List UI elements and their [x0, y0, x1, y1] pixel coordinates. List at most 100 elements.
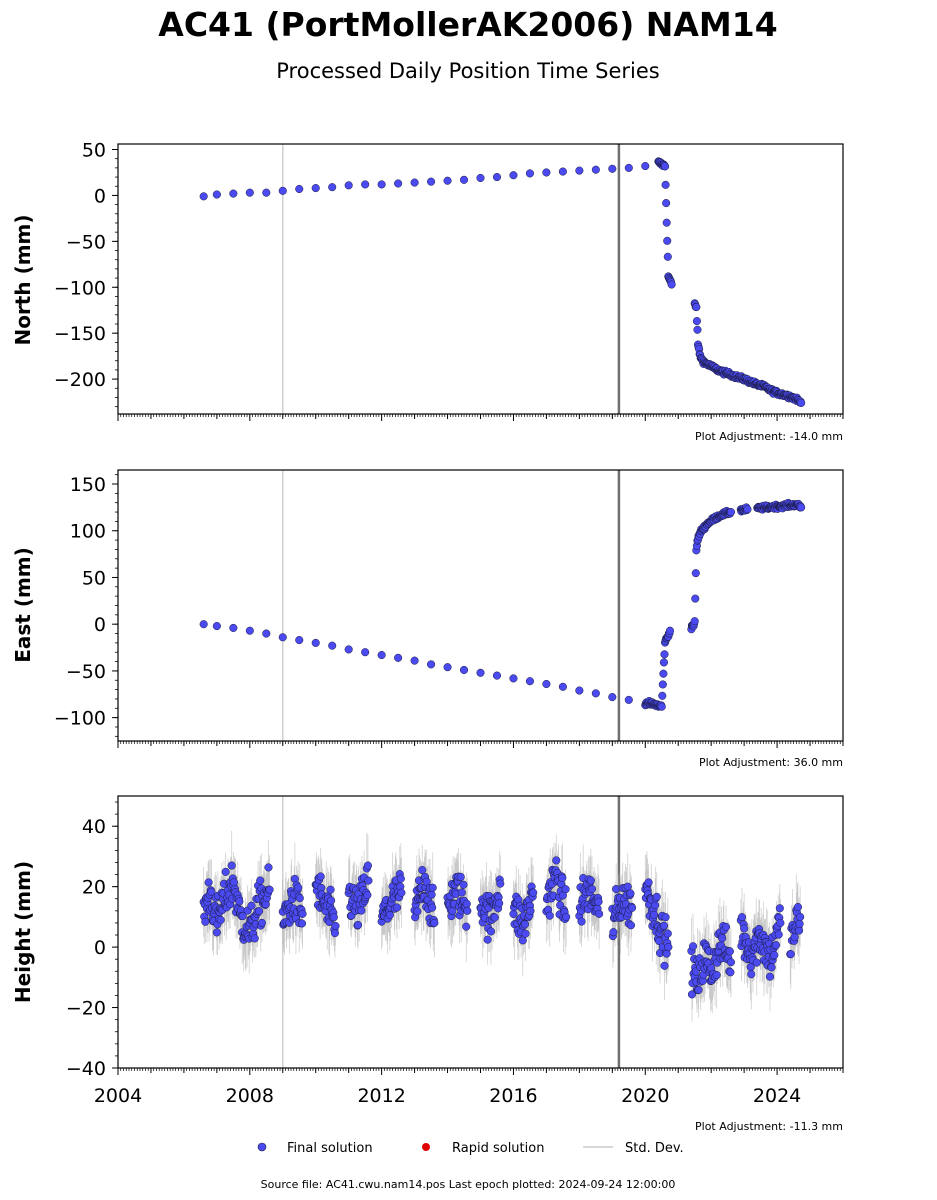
data-point [265, 885, 274, 894]
data-point [329, 913, 338, 922]
plot-adjustment-note: Plot Adjustment: 36.0 mm [699, 756, 843, 769]
data-point [659, 921, 668, 930]
data-point [509, 171, 518, 180]
data-point [624, 163, 633, 172]
data-point [245, 626, 254, 635]
x-tick-label: 2024 [753, 1085, 801, 1107]
data-point [690, 617, 699, 626]
data-point [660, 650, 669, 659]
legend-final-label: Final solution [287, 1141, 373, 1156]
y-tick-label: −20 [66, 998, 106, 1020]
data-point [427, 177, 436, 186]
y-tick-label: −50 [66, 661, 106, 683]
source-note: Source file: AC41.cwu.nam14.pos Last epo… [261, 1178, 676, 1191]
data-point [594, 897, 603, 906]
data-point [264, 863, 273, 872]
data-point [410, 178, 419, 187]
data-point [692, 317, 701, 326]
y-tick-label: 50 [82, 140, 106, 162]
data-point [663, 929, 672, 938]
data-point [520, 920, 530, 929]
data-point [364, 876, 373, 885]
data-point [509, 674, 518, 683]
data-point [262, 629, 271, 638]
data-point [662, 199, 671, 208]
data-point [459, 665, 469, 675]
data-point [664, 943, 673, 952]
data-point [661, 913, 670, 922]
data-point [459, 175, 469, 184]
panel-east: 150 100 50 0 −50 −100 East (mm) Plot Adjustment… [11, 469, 844, 769]
data-point [624, 695, 633, 704]
data-point [413, 907, 422, 916]
data-point [525, 677, 534, 686]
data-point [561, 885, 570, 894]
data-point [295, 184, 304, 194]
data-point [297, 919, 307, 928]
data-point [344, 645, 353, 654]
x-tick-label: 2008 [226, 1085, 274, 1107]
data-point [693, 325, 702, 334]
data-point [747, 970, 756, 979]
y-tick-label: 0 [94, 937, 106, 959]
y-tick-label: 50 [82, 567, 106, 589]
data-point [795, 926, 804, 935]
data-point [657, 702, 666, 711]
data-point [575, 686, 584, 695]
data-point [418, 866, 427, 875]
y-axis-label: East (mm) [11, 547, 35, 663]
data-point [692, 303, 701, 312]
data-point [558, 682, 567, 691]
data-point [328, 641, 337, 650]
data-point [247, 901, 256, 910]
data-point [525, 169, 534, 178]
data-point [238, 912, 247, 921]
data-point [363, 891, 372, 900]
data-point [726, 968, 735, 977]
y-tick-label: 100 [70, 521, 106, 543]
data-point [311, 638, 320, 647]
data-point [456, 872, 465, 881]
data-point [797, 503, 806, 512]
data-point [595, 909, 604, 918]
data-point [665, 626, 675, 635]
data-point [377, 650, 386, 660]
data-point [587, 884, 597, 894]
data-point [641, 161, 650, 171]
y-tick-label: −50 [66, 231, 106, 253]
error-bars [203, 500, 802, 710]
x-tick-label: 2012 [357, 1085, 405, 1107]
data-point [591, 165, 600, 174]
data-point [659, 669, 668, 678]
legend-stddev-label: Std. Dev. [625, 1141, 684, 1156]
data-point [786, 950, 795, 959]
data-point [330, 929, 340, 938]
data-point [212, 928, 221, 937]
x-tick-label: 2004 [94, 1085, 142, 1107]
data-point [623, 882, 632, 891]
data-point [278, 633, 287, 642]
data-point [295, 636, 304, 645]
data-point [658, 691, 667, 700]
data-point [492, 173, 502, 182]
figure-title: AC41 (PortMollerAK2006) NAM14 [158, 5, 777, 44]
data-point [687, 990, 697, 999]
data-point [661, 180, 670, 189]
data-point [427, 890, 436, 899]
data-point [797, 398, 806, 408]
data-point [628, 903, 637, 912]
data-point [775, 904, 784, 913]
data-point [212, 190, 221, 199]
data-point [626, 889, 635, 898]
data-point [328, 183, 337, 192]
data-point [586, 876, 595, 885]
data-point [495, 899, 504, 908]
data-point [793, 902, 803, 912]
data-point [462, 922, 471, 931]
data-point [650, 910, 659, 919]
data-point [227, 861, 236, 870]
data-point [212, 622, 221, 631]
data-point [428, 903, 437, 912]
data-point [326, 885, 335, 894]
